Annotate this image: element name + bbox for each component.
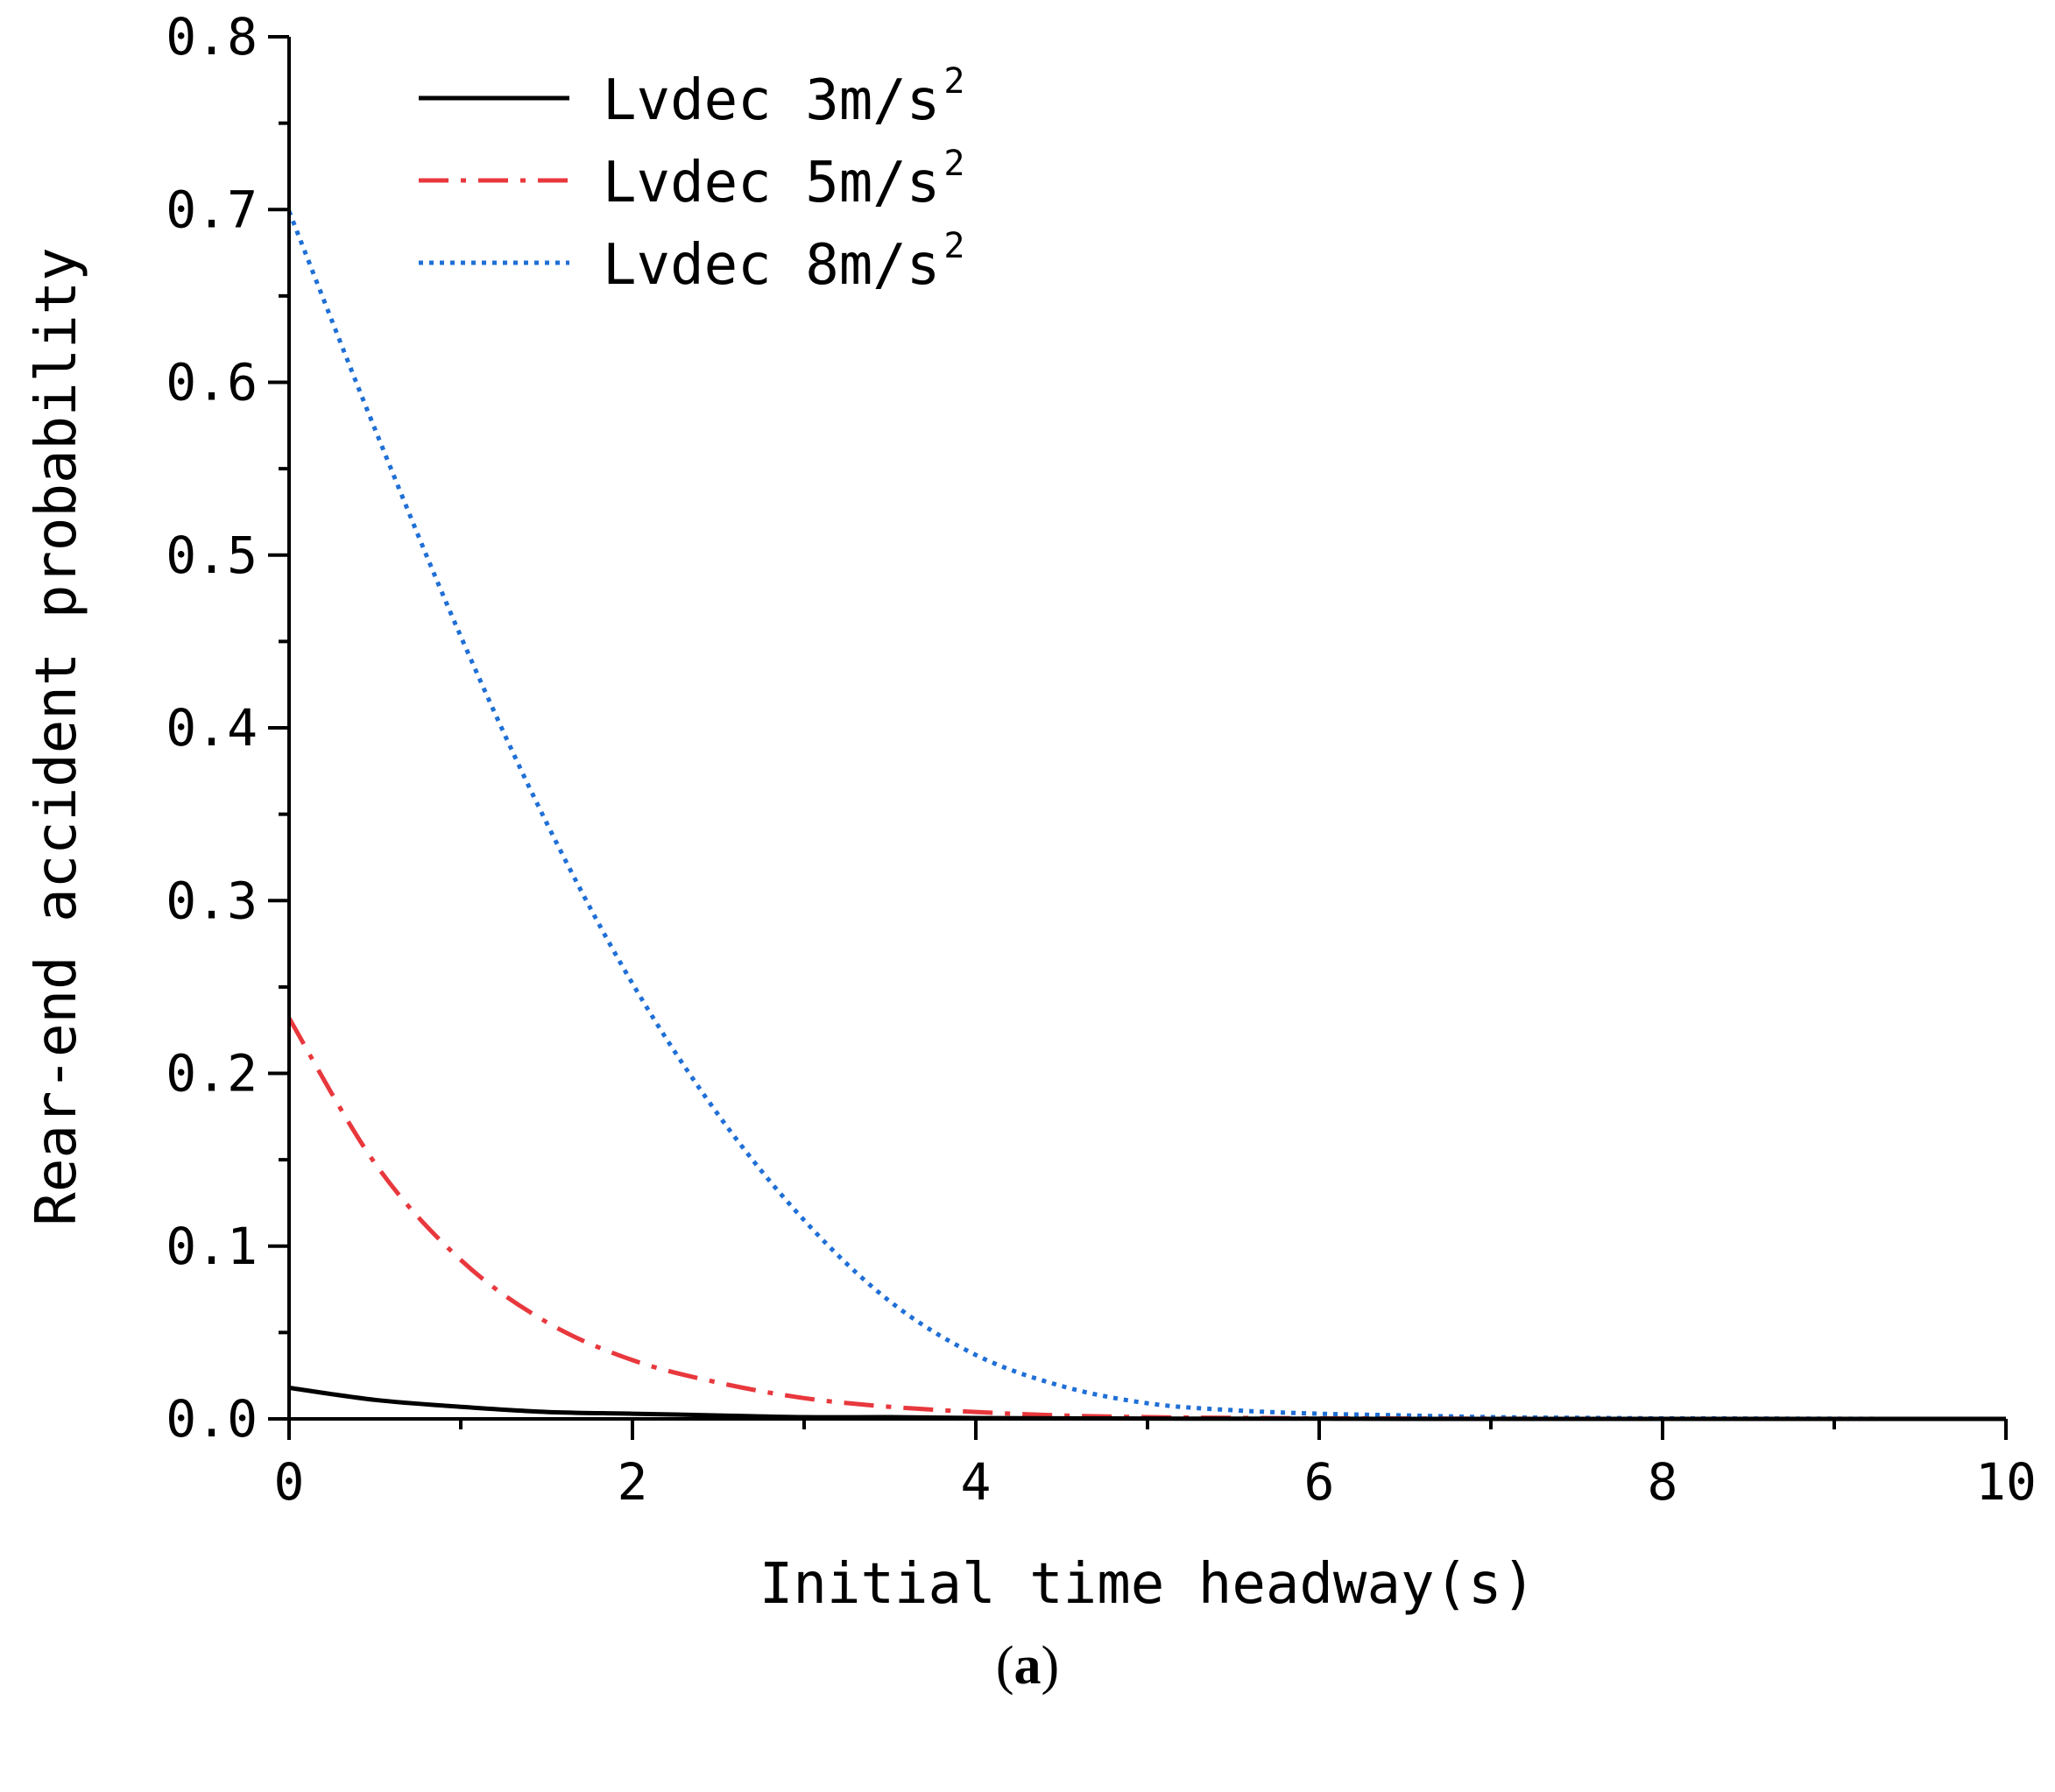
x-tick-label: 8: [1648, 1452, 1678, 1512]
x-tick-label: 6: [1304, 1452, 1335, 1512]
y-tick-label: 0.8: [166, 7, 258, 67]
x-tick-label: 4: [961, 1452, 992, 1512]
y-tick-label: 0.7: [166, 180, 258, 239]
caption-letter: a: [1014, 1636, 1042, 1696]
x-axis-title: Initial time headway(s): [759, 1552, 1536, 1617]
legend-label-2: Lvdec 5m/s 2: [603, 144, 964, 215]
figure-caption: (a): [996, 1636, 1059, 1696]
legend-label-superscript: 2: [943, 144, 964, 184]
y-tick-label: 0.3: [166, 871, 258, 930]
y-tick-label: 0.1: [166, 1217, 258, 1276]
x-tick-label: 10: [1975, 1452, 2037, 1512]
y-tick-label: 0.4: [166, 698, 258, 758]
series-line-3: [286, 210, 2006, 1422]
y-tick-label: 0.0: [166, 1389, 258, 1449]
y-tick-label: 0.6: [166, 353, 258, 413]
legend-label-1: Lvdec 3m/s 2: [603, 61, 964, 133]
caption-open-paren: (: [996, 1636, 1014, 1696]
series-line-2: [286, 1017, 2006, 1422]
y-tick-label: 0.5: [166, 526, 258, 585]
caption-close-paren: ): [1042, 1636, 1060, 1696]
axes-layer: 0.0 0.1 0.2 0.3 0.4 0.5 0.6 0.7 0.8 0 2 4 6 8 10: [166, 7, 2037, 1512]
x-tick-label: 0: [274, 1452, 305, 1512]
y-axis-title: Rear-end accident probability: [25, 247, 89, 1225]
legend-label-superscript: 2: [943, 61, 964, 102]
legend: Lvdec 3m/s 2 Lvdec 5m/s 2 Lvdec 8m/s 2: [419, 61, 964, 298]
y-tick-label: 0.2: [166, 1044, 258, 1104]
legend-label-superscript: 2: [943, 226, 964, 266]
legend-label-3: Lvdec 8m/s 2: [603, 226, 964, 298]
x-tick-label: 2: [618, 1452, 648, 1512]
plot-layer: [286, 210, 2006, 1422]
